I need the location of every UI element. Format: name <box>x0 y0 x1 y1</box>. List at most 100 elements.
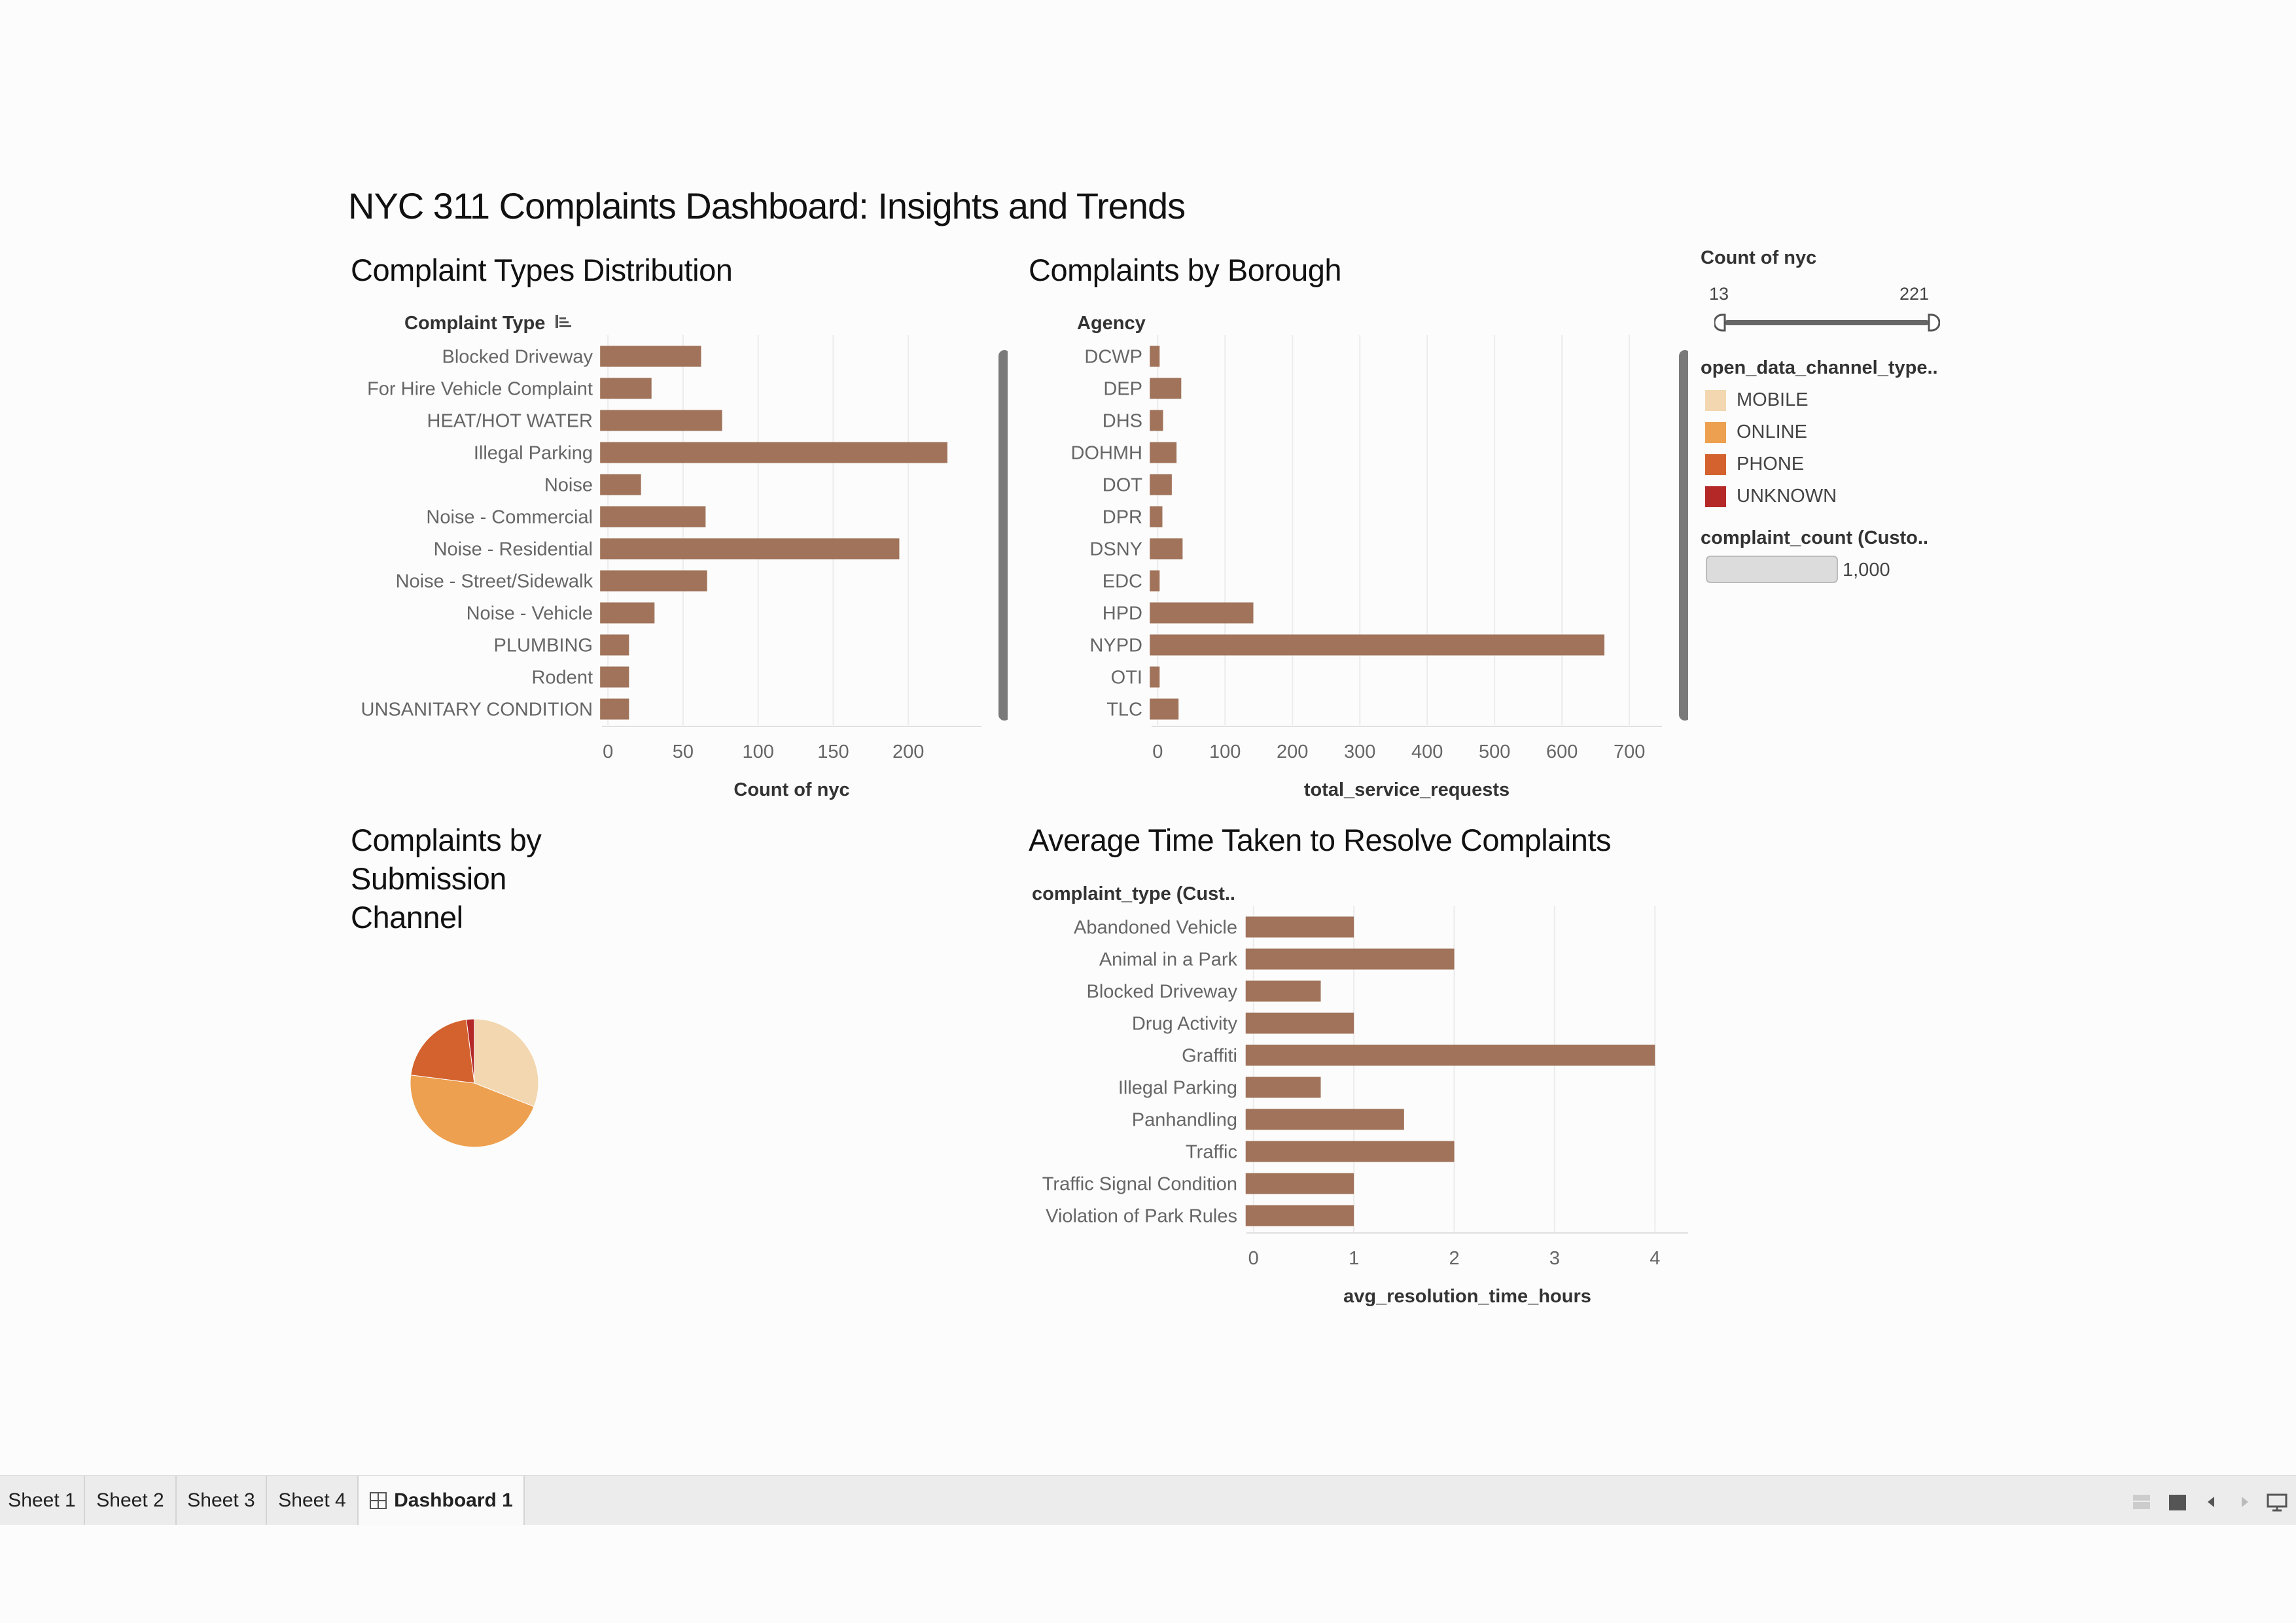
bar[interactable] <box>1150 442 1177 463</box>
bar[interactable] <box>1150 666 1160 688</box>
bar[interactable] <box>600 666 629 688</box>
avg-time-title: Average Time Taken to Resolve Complaints <box>1029 823 1612 857</box>
bar[interactable] <box>1245 1141 1455 1162</box>
tab-sheet-3[interactable]: Sheet 3 <box>177 1476 267 1525</box>
grid-view-icon[interactable] <box>2132 1493 2151 1511</box>
size-legend-value: 1,000 <box>1843 560 1890 580</box>
tab-sheet-1[interactable]: Sheet 1 <box>0 1476 85 1525</box>
legend-item-mobile[interactable]: MOBILE <box>1705 384 1837 416</box>
legend-item-online[interactable]: ONLINE <box>1705 416 1837 448</box>
tick-label: 300 <box>1344 741 1375 762</box>
bar[interactable] <box>1150 634 1605 656</box>
bar[interactable] <box>1245 916 1354 938</box>
presentation-icon[interactable] <box>2266 1492 2288 1512</box>
sort-icon[interactable] <box>554 313 573 330</box>
bar[interactable] <box>1245 980 1321 1002</box>
agency-header[interactable]: Agency <box>1077 313 1146 334</box>
tick-label: 500 <box>1479 741 1510 762</box>
tick-label: 700 <box>1614 741 1645 762</box>
bar[interactable] <box>1245 1077 1321 1098</box>
borough-chart[interactable]: DCWP DEP DHS DOHMH DOT DPR DSNY EDC HPD NYPD OTI TL… <box>1021 334 1688 805</box>
scrollbar[interactable] <box>1679 350 1688 721</box>
bar[interactable] <box>1150 602 1254 624</box>
pie-slice-online[interactable] <box>410 1075 535 1148</box>
bar[interactable] <box>1150 346 1160 367</box>
legend-label: PHONE <box>1737 454 1805 474</box>
category-label: Abandoned Vehicle <box>1074 918 1237 938</box>
prev-arrow-icon[interactable] <box>2204 1494 2219 1510</box>
tab-label: Sheet 4 <box>278 1489 346 1511</box>
bar[interactable] <box>600 346 701 367</box>
count-filter-title: Count of nyc <box>1701 247 1817 268</box>
tick-label: 2 <box>1449 1248 1459 1269</box>
category-label: DPR <box>1103 507 1142 528</box>
bar[interactable] <box>1150 538 1183 560</box>
legend-item-phone[interactable]: PHONE <box>1705 448 1837 480</box>
bar[interactable] <box>1245 1044 1655 1066</box>
bar[interactable] <box>1245 1173 1354 1194</box>
complaint-types-chart[interactable]: Blocked Driveway For Hire Vehicle Complai… <box>340 334 1008 805</box>
sheet-tab-bar: Sheet 1 Sheet 2 Sheet 3 Sheet 4 Dashboar… <box>0 1475 2296 1525</box>
tick-label: 150 <box>817 741 849 762</box>
complaint-type-header[interactable]: Complaint Type <box>404 313 573 334</box>
category-label: DOHMH <box>1070 443 1142 464</box>
tick-label: 0 <box>1152 741 1163 762</box>
channel-pie-chart[interactable] <box>393 1001 556 1165</box>
pie-slice-unknown[interactable] <box>466 1018 475 1084</box>
tab-sheet-2[interactable]: Sheet 2 <box>85 1476 177 1525</box>
slider-min-handle[interactable] <box>1714 313 1726 332</box>
category-label: NYPD <box>1089 635 1142 656</box>
category-label: Traffic Signal Condition <box>1042 1174 1237 1195</box>
tick-label: 3 <box>1549 1248 1560 1269</box>
tick-label: 400 <box>1411 741 1443 762</box>
tick-label: 200 <box>1277 741 1308 762</box>
bar[interactable] <box>1150 698 1179 720</box>
bar[interactable] <box>600 698 629 720</box>
bar[interactable] <box>600 538 900 560</box>
avg-time-chart[interactable]: Abandoned Vehicle Animal in a Park Blocked… <box>1021 904 1688 1310</box>
tab-dashboard-1[interactable]: Dashboard 1 <box>359 1476 525 1525</box>
bar[interactable] <box>1245 948 1455 970</box>
pie-slice-mobile[interactable] <box>474 1018 539 1107</box>
bar[interactable] <box>1245 1109 1404 1130</box>
tick-label: 0 <box>1248 1248 1259 1269</box>
count-filter-min: 13 <box>1709 284 1729 304</box>
bar[interactable] <box>1150 410 1163 431</box>
bar[interactable] <box>1245 1012 1354 1034</box>
count-range-slider[interactable] <box>1714 310 1940 335</box>
tab-sheet-4[interactable]: Sheet 4 <box>267 1476 359 1525</box>
legend-item-unknown[interactable]: UNKNOWN <box>1705 480 1837 512</box>
complaint-type-custom-header[interactable]: complaint_type (Cust.. <box>1032 883 1235 904</box>
legend-label: ONLINE <box>1737 421 1807 442</box>
size-legend-title: complaint_count (Custo.. <box>1701 527 1928 548</box>
bar[interactable] <box>600 474 641 495</box>
bar[interactable] <box>600 378 652 399</box>
pie-slice-phone[interactable] <box>410 1019 475 1084</box>
scrollbar[interactable] <box>998 350 1008 721</box>
category-label: TLC <box>1106 700 1142 721</box>
single-view-icon[interactable] <box>2168 1493 2187 1511</box>
tick-label: 200 <box>892 741 924 762</box>
x-axis-label: avg_resolution_time_hours <box>1343 1286 1591 1307</box>
bar[interactable] <box>600 570 707 592</box>
bar[interactable] <box>600 634 629 656</box>
category-label: Panhandling <box>1132 1110 1237 1131</box>
bar[interactable] <box>1150 378 1182 399</box>
category-label: Noise - Vehicle <box>467 603 593 624</box>
bar[interactable] <box>600 602 655 624</box>
bar[interactable] <box>600 442 947 463</box>
bar[interactable] <box>1150 474 1172 495</box>
category-label: Violation of Park Rules <box>1046 1206 1237 1227</box>
next-arrow-icon[interactable] <box>2236 1494 2252 1510</box>
bar[interactable] <box>600 506 706 527</box>
category-label: UNSANITARY CONDITION <box>361 700 593 721</box>
slider-max-handle[interactable] <box>1928 313 1940 332</box>
legend-swatch <box>1705 454 1726 475</box>
category-label: HEAT/HOT WATER <box>427 411 593 432</box>
bar[interactable] <box>1150 570 1160 592</box>
bar[interactable] <box>1150 506 1163 527</box>
legend-label: UNKNOWN <box>1737 486 1837 507</box>
bar[interactable] <box>600 410 722 431</box>
tick-label: 100 <box>742 741 773 762</box>
bar[interactable] <box>1245 1205 1354 1226</box>
